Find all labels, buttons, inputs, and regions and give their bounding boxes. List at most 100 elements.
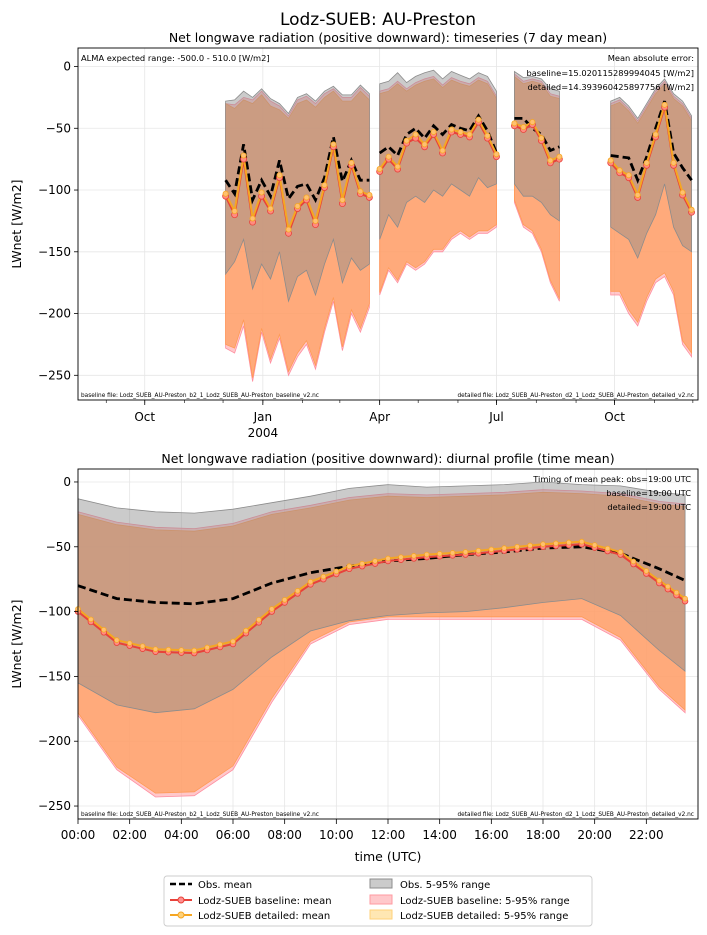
detailed-point — [652, 131, 659, 138]
x-tick-label: 16:00 — [474, 828, 509, 842]
detailed-point — [430, 128, 437, 135]
detailed-point — [394, 163, 401, 170]
detailed-point — [439, 147, 446, 154]
y-tick-label: −150 — [38, 245, 71, 259]
detailed-point — [643, 568, 650, 574]
detailed-point — [333, 568, 340, 575]
detailed-point — [267, 205, 274, 212]
x-tick-label: Oct — [604, 410, 625, 424]
detailed-point — [421, 141, 428, 148]
detailed-point — [256, 617, 262, 623]
detailed-point — [462, 549, 469, 555]
diurnal-baseline-file: baseline file: Lodz_SUEB_AU-Preston_b2_1… — [81, 812, 319, 818]
detailed-point — [449, 550, 456, 556]
detailed-point — [165, 646, 172, 653]
diurnal-ylabel: LWnet [W/m2] — [9, 599, 24, 688]
detailed-mean-line — [609, 104, 693, 211]
detailed-point — [348, 159, 355, 166]
x-tick-label: Oct — [134, 410, 155, 424]
x-tick-label: 10:00 — [319, 828, 354, 842]
legend-obs-mean-label: Obs. mean — [198, 880, 252, 891]
detailed-point — [276, 172, 283, 179]
diurnal-peak-baseline: baseline=19:00 UTC — [606, 488, 691, 498]
detailed-point — [617, 549, 624, 555]
detailed-point — [688, 206, 695, 213]
legend-baseline-marker — [177, 896, 185, 904]
detailed-point — [385, 555, 391, 562]
obs-range-band — [514, 70, 560, 222]
detailed-point — [604, 545, 611, 552]
detailed-point — [475, 116, 482, 123]
detailed-point — [436, 550, 443, 557]
detailed-point — [529, 119, 536, 126]
detailed-point — [634, 191, 641, 198]
detailed-point — [217, 641, 223, 648]
detailed-range-band — [225, 90, 370, 378]
x-tick-label: Apr — [369, 410, 390, 424]
detailed-point — [556, 153, 563, 160]
detailed-point — [249, 215, 256, 222]
y-tick-label: −250 — [38, 799, 71, 813]
obs-mean-line — [224, 136, 370, 205]
diurnal-peak-detailed: detailed=19:00 UTC — [607, 502, 691, 512]
detailed-point — [294, 588, 301, 594]
y-tick-label: −100 — [38, 183, 71, 197]
timeseries-mae-title: Mean absolute error: — [608, 53, 694, 63]
detailed-point — [493, 151, 500, 158]
obs-mean-line — [610, 100, 693, 185]
detailed-point — [357, 188, 364, 195]
obs-range-band — [610, 78, 692, 260]
detailed-point — [511, 120, 518, 127]
legend-baseline-range-label: Lodz-SUEB baseline: 5-95% range — [400, 896, 570, 907]
detailed-point — [540, 541, 546, 547]
y-tick-label: 0 — [63, 60, 71, 74]
detailed-point — [230, 638, 236, 645]
detailed-point — [346, 563, 353, 570]
legend-detailed-range-swatch — [369, 909, 393, 920]
detailed-point — [330, 141, 337, 148]
detailed-point — [231, 208, 238, 215]
y-tick-label: 0 — [63, 475, 71, 489]
legend-detailed-range-label: Lodz-SUEB detailed: 5-95% range — [400, 911, 568, 922]
diurnal-title: Net longwave radiation (positive downwar… — [161, 451, 614, 466]
obs-range-band — [77, 481, 686, 714]
detailed-point — [101, 626, 107, 633]
detailed-point — [320, 573, 327, 580]
detailed-point — [240, 152, 247, 159]
diurnal-detailed-file: detailed file: Lodz_SUEB_AU-Preston_d2_1… — [458, 812, 695, 818]
timeseries-range-note: ALMA expected range: -500.0 - 510.0 [W/m… — [81, 53, 270, 63]
detailed-point — [403, 137, 410, 144]
y-tick-label: −100 — [38, 605, 71, 619]
detailed-point — [412, 131, 419, 138]
legend-obs-range-label: Obs. 5-95% range — [400, 880, 490, 891]
detailed-point — [538, 135, 545, 142]
legend-detailed-marker — [177, 911, 185, 919]
detailed-point — [670, 159, 677, 166]
y-tick-label: −200 — [38, 307, 71, 321]
diurnal-axes: 0 −50 −100 −150 −200 −250 00:00 02:00 04:00 06:00… — [38, 475, 664, 842]
y-tick-label: −200 — [38, 734, 71, 748]
detailed-point — [285, 226, 292, 233]
timeseries-frame — [77, 47, 699, 401]
timeseries-ylabel: LWnet [W/m2] — [9, 179, 24, 268]
detailed-point — [178, 647, 185, 653]
detailed-point — [484, 132, 491, 139]
timeseries-axes: 0 −50 −100 −150 −200 −250 Oct Jan 2004 Apr Jul Oct — [38, 60, 694, 440]
detailed-point — [243, 627, 249, 634]
detailed-point — [566, 539, 572, 546]
detailed-point — [152, 646, 159, 652]
detailed-point — [488, 546, 495, 553]
x-tick-label: 02:00 — [112, 828, 147, 842]
timeseries-mae-detailed: detailed=14.393960425897756 [W/m2] — [528, 82, 695, 92]
x-tick-label: 20:00 — [577, 828, 612, 842]
detailed-point — [607, 157, 614, 164]
detailed-point — [307, 578, 314, 585]
diurnal-bands — [77, 481, 686, 798]
detailed-point — [126, 640, 133, 646]
detailed-point — [630, 558, 637, 565]
obs-range-band — [379, 69, 497, 240]
detailed-point — [411, 553, 417, 559]
diurnal-panel: Net longwave radiation (positive downwar… — [9, 451, 699, 864]
detailed-point — [113, 637, 120, 643]
